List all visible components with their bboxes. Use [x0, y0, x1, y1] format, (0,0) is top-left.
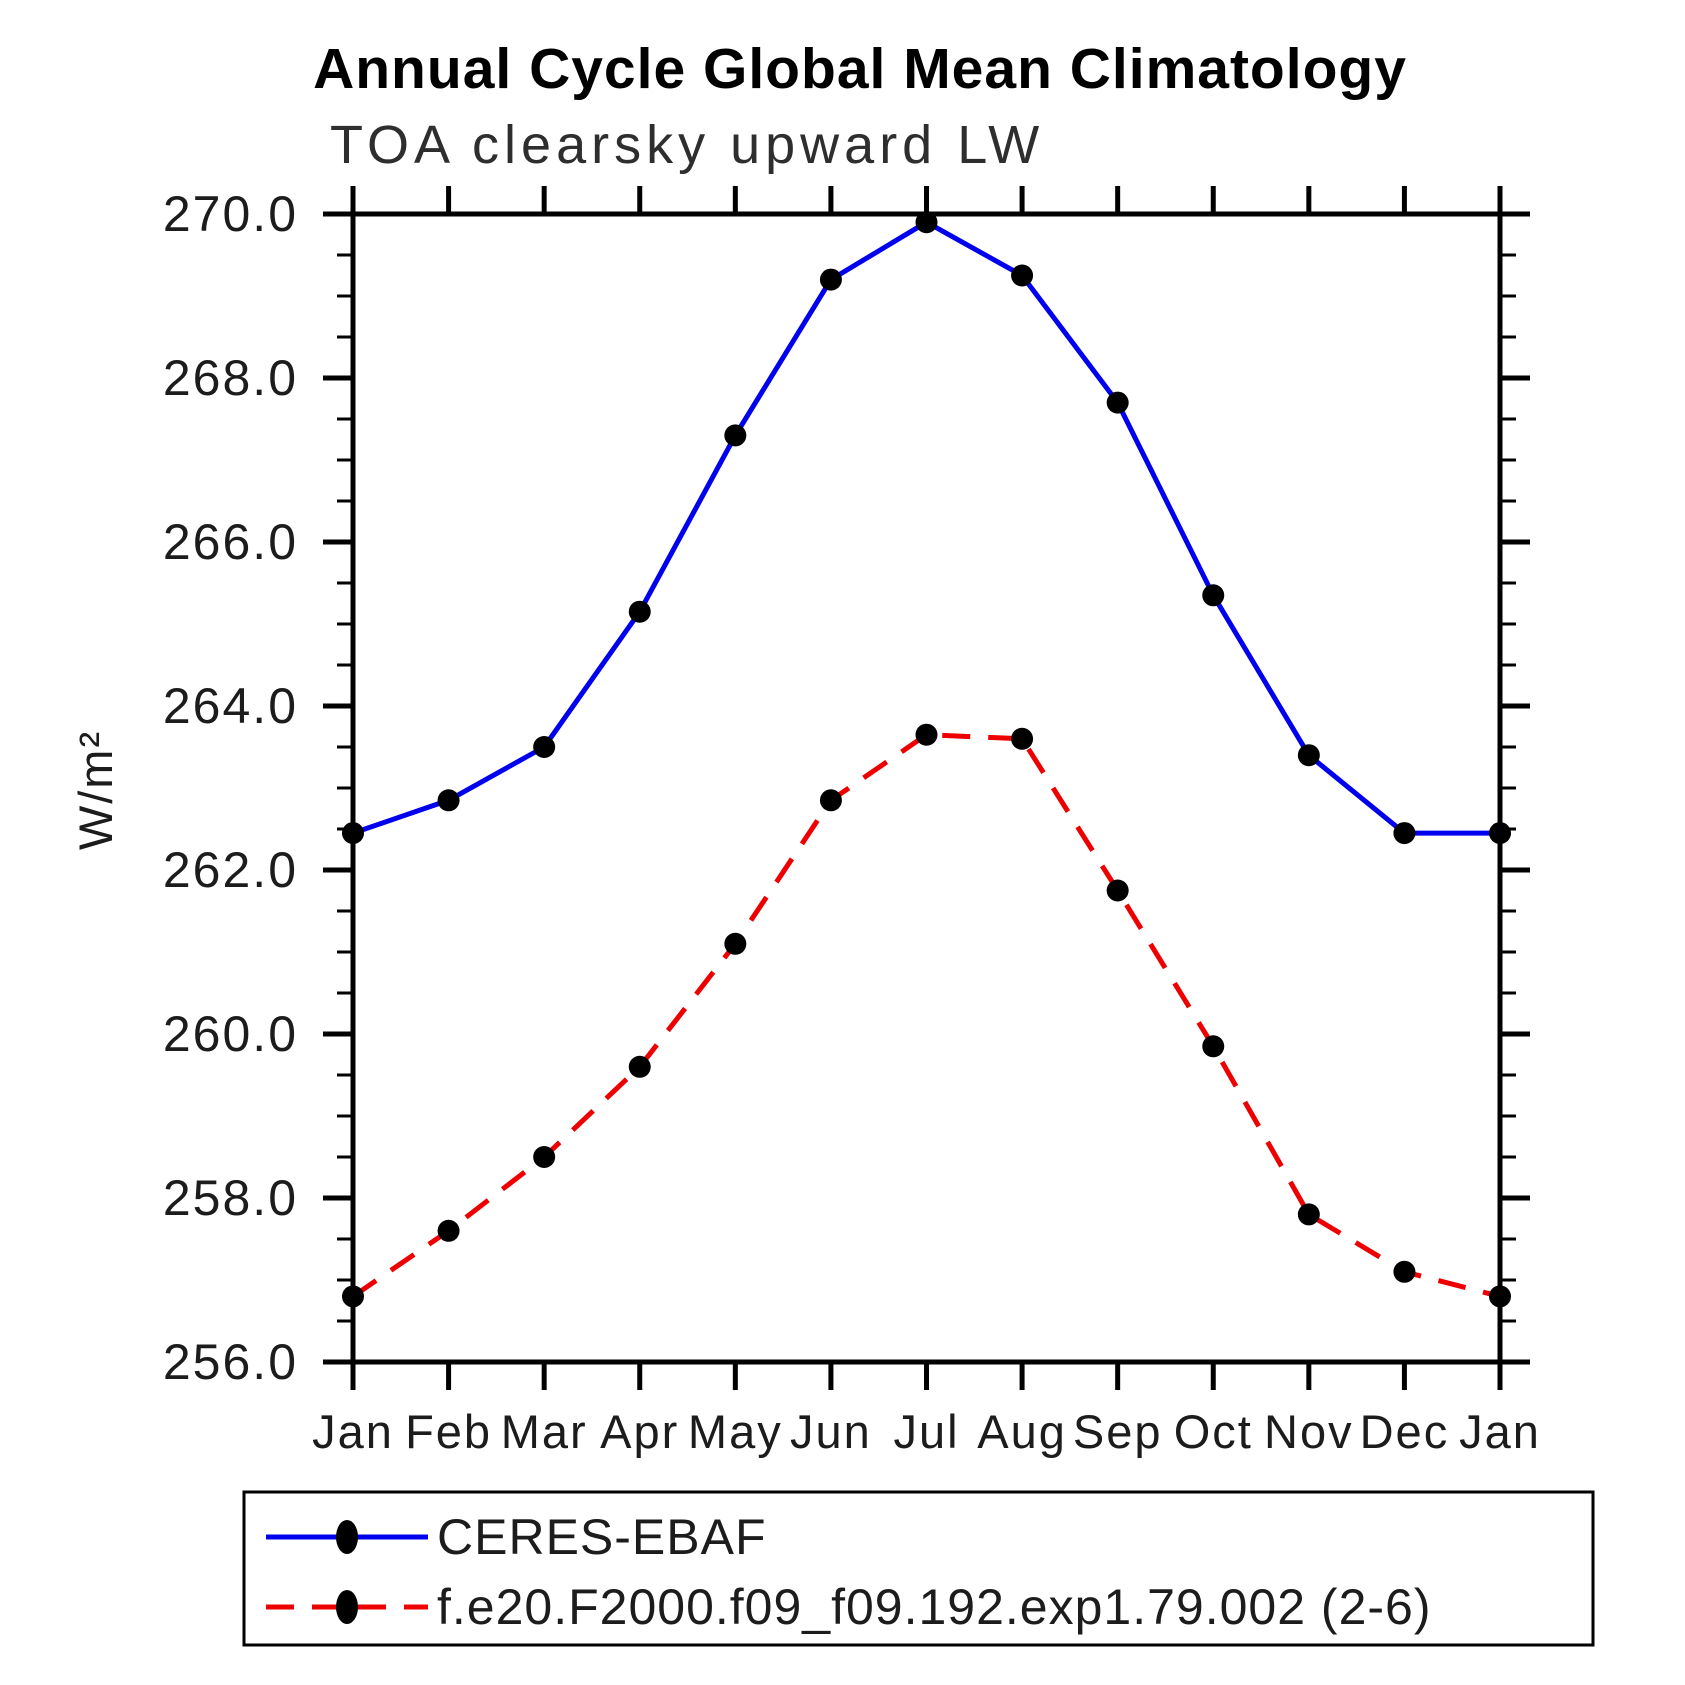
data-point-marker	[1106, 391, 1129, 414]
x-tick-label: Sep	[1073, 1405, 1163, 1458]
data-point-marker	[342, 1285, 364, 1308]
data-point-marker	[437, 789, 460, 812]
x-tick-label: Feb	[405, 1405, 492, 1458]
data-point-marker	[1393, 1260, 1416, 1283]
data-point-marker	[915, 211, 938, 234]
x-tick-label: Apr	[600, 1405, 679, 1458]
x-tick-label: Mar	[501, 1405, 588, 1458]
y-tick-label: 258.0	[163, 1170, 298, 1226]
data-point-marker	[819, 268, 842, 291]
data-point-marker	[724, 424, 747, 447]
legend-label-ceres: CERES-EBAF	[437, 1509, 767, 1565]
data-point-marker	[819, 789, 842, 812]
data-point-marker	[915, 723, 938, 746]
data-series	[342, 211, 1511, 1308]
data-point-marker	[1011, 264, 1034, 287]
data-point-marker	[1011, 727, 1034, 750]
data-point-marker	[1393, 822, 1416, 845]
data-point-marker	[1297, 744, 1320, 767]
x-tick-label: Oct	[1174, 1405, 1253, 1458]
legend-label-model: f.e20.F2000.f09_f09.192.exp1.79.002 (2-6…	[437, 1579, 1432, 1635]
data-point-marker	[1297, 1203, 1320, 1226]
axes: 256.0 258.0 260.0 262.0 264.0 266.0 268.0 270.0…	[163, 186, 1541, 1458]
data-point-marker	[342, 822, 364, 845]
data-point-marker	[1202, 584, 1225, 607]
data-point-marker	[724, 932, 747, 955]
x-tick-label: Jul	[893, 1405, 959, 1458]
y-tick-label: 266.0	[163, 514, 298, 570]
chart-title: Annual Cycle Global Mean Climatology	[313, 37, 1407, 101]
y-tick-label: 260.0	[163, 1006, 298, 1062]
x-tick-label: Jan	[1459, 1405, 1541, 1458]
x-tick-label: Dec	[1360, 1405, 1450, 1458]
data-point-marker	[533, 1146, 556, 1168]
legend-box: CERES-EBAF f.e20.F2000.f09_f09.192.exp1.…	[242, 1490, 1595, 1647]
data-point-marker	[1106, 879, 1129, 902]
data-point-marker	[1202, 1035, 1225, 1058]
legend-marker-icon	[336, 1590, 358, 1624]
y-axis-label: W/m²	[69, 730, 122, 850]
y-tick-label: 264.0	[163, 678, 298, 734]
x-tick-label: Jan	[312, 1405, 394, 1458]
series-line-1	[351, 732, 1501, 1299]
x-tick-label: Nov	[1264, 1405, 1354, 1458]
y-tick-label: 262.0	[163, 842, 298, 898]
plot-frame	[350, 211, 1503, 1365]
x-tick-label: May	[688, 1405, 783, 1458]
y-tick-label: 256.0	[163, 1334, 298, 1390]
legend-marker-icon	[336, 1520, 358, 1554]
data-point-marker	[533, 736, 556, 758]
data-point-marker	[1489, 1285, 1511, 1308]
x-tick-label: Aug	[977, 1405, 1067, 1458]
y-tick-label: 268.0	[163, 350, 298, 406]
y-tick-label: 270.0	[163, 186, 298, 242]
x-tick-label: Jun	[790, 1405, 872, 1458]
data-point-marker	[628, 600, 651, 623]
data-point-marker	[1489, 822, 1511, 845]
legend-frame	[242, 1490, 1595, 1647]
data-point-marker	[437, 1219, 460, 1242]
chart-subtitle: TOA clearsky upward LW	[330, 115, 1044, 175]
data-point-marker	[628, 1055, 651, 1078]
